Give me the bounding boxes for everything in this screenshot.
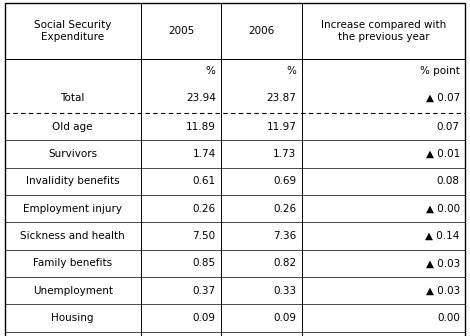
Text: Sickness and health: Sickness and health [20,231,125,241]
Text: 0.69: 0.69 [273,176,296,186]
Text: Invalidity benefits: Invalidity benefits [26,176,119,186]
Text: Increase compared with
the previous year: Increase compared with the previous year [321,20,446,42]
Text: 0.07: 0.07 [437,122,460,132]
Text: 1.74: 1.74 [192,149,216,159]
Text: 0.26: 0.26 [273,204,296,214]
Text: Survivors: Survivors [48,149,97,159]
Text: ▲ 0.00: ▲ 0.00 [426,204,460,214]
Text: Social Security
Expenditure: Social Security Expenditure [34,20,111,42]
Text: 0.09: 0.09 [193,313,216,323]
Text: Housing: Housing [51,313,94,323]
Text: 7.36: 7.36 [273,231,296,241]
Text: 0.85: 0.85 [193,258,216,268]
Text: %: % [206,66,216,76]
Text: Old age: Old age [52,122,93,132]
Text: 0.26: 0.26 [193,204,216,214]
Text: ▲ 0.03: ▲ 0.03 [425,286,460,296]
Text: 0.00: 0.00 [437,313,460,323]
Text: ▲ 0.03: ▲ 0.03 [425,258,460,268]
Text: Total: Total [61,93,85,103]
Text: % point: % point [420,66,460,76]
Text: %: % [286,66,296,76]
Text: 0.33: 0.33 [273,286,296,296]
Text: 11.89: 11.89 [186,122,216,132]
Text: 0.08: 0.08 [437,176,460,186]
Text: Unemployment: Unemployment [32,286,113,296]
Text: 2006: 2006 [248,26,274,36]
Text: ▲ 0.01: ▲ 0.01 [425,149,460,159]
Text: 2005: 2005 [168,26,194,36]
Text: 23.87: 23.87 [266,93,296,103]
Text: 0.09: 0.09 [273,313,296,323]
Text: 1.73: 1.73 [273,149,296,159]
Text: 7.50: 7.50 [193,231,216,241]
Text: 11.97: 11.97 [266,122,296,132]
Text: 0.61: 0.61 [193,176,216,186]
Text: ▲ 0.14: ▲ 0.14 [425,231,460,241]
Text: 0.82: 0.82 [273,258,296,268]
Text: Employment injury: Employment injury [23,204,122,214]
Text: ▲ 0.07: ▲ 0.07 [425,93,460,103]
Text: Family benefits: Family benefits [33,258,112,268]
Text: 0.37: 0.37 [193,286,216,296]
Text: 23.94: 23.94 [186,93,216,103]
